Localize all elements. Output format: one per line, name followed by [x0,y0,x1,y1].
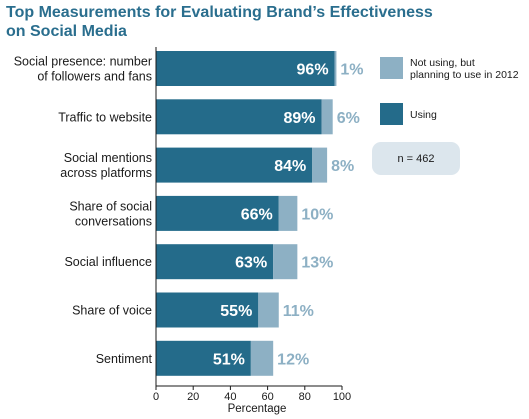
planning-value-label: 13% [301,255,333,272]
planning-bar [312,147,328,183]
x-tick-label: 0 [153,391,159,403]
x-tick-label: 80 [299,391,311,403]
planning-bar [250,340,274,376]
category-label: Sentiment [96,352,153,366]
x-tick-label: 100 [333,391,351,403]
category-label: Social mentions across platforms [60,151,152,180]
category-label: Share of voice [72,304,152,318]
planning-value-label: 10% [301,206,333,223]
using-value-label: 96% [297,62,329,79]
sample-size-box [372,142,460,175]
using-bar [156,51,335,86]
category-label: Social influence [64,255,152,269]
using-bar [156,195,279,231]
legend-swatch-planning [380,57,403,79]
using-value-label: 89% [284,110,316,127]
x-axis-title: Percentage [228,403,287,415]
using-value-label: 51% [213,351,245,368]
using-bar [156,99,322,135]
legend-label-planning: Not using, but planning to use in 2012 [410,57,519,81]
legend-label-using: Using [410,109,437,121]
using-value-label: 63% [235,255,267,272]
chart-title-line: Top Measurements for Evaluating Brand’s … [6,4,433,21]
chart-title: Top Measurements for Evaluating Brand’s … [6,3,433,41]
planning-value-label: 6% [337,110,360,127]
using-value-label: 84% [274,158,306,175]
planning-value-label: 1% [340,62,363,79]
planning-bar [258,292,279,328]
planning-value-label: 11% [283,303,314,320]
category-label: Social presence: number of followers and … [14,55,152,84]
category-label: Traffic to website [58,110,152,124]
planning-bar [273,244,298,280]
planning-value-label: 12% [277,351,309,368]
planning-bar [334,51,337,86]
planning-value-label: 8% [331,158,354,175]
using-value-label: 66% [241,206,273,223]
using-bar [156,147,313,183]
x-tick-label: 60 [261,391,273,403]
using-bar [156,244,274,280]
planning-bar [278,195,298,231]
category-label: Share of social conversations [69,199,152,228]
using-value-label: 55% [220,303,252,320]
sample-size-label: n = 462 [397,153,434,165]
legend-swatch-using [380,103,403,125]
x-tick-label: 20 [187,391,199,403]
chart-title-line: on Social Media [6,23,127,40]
x-tick-label: 40 [224,391,236,403]
using-bar [156,340,251,376]
planning-bar [321,99,333,135]
using-bar [156,292,259,328]
